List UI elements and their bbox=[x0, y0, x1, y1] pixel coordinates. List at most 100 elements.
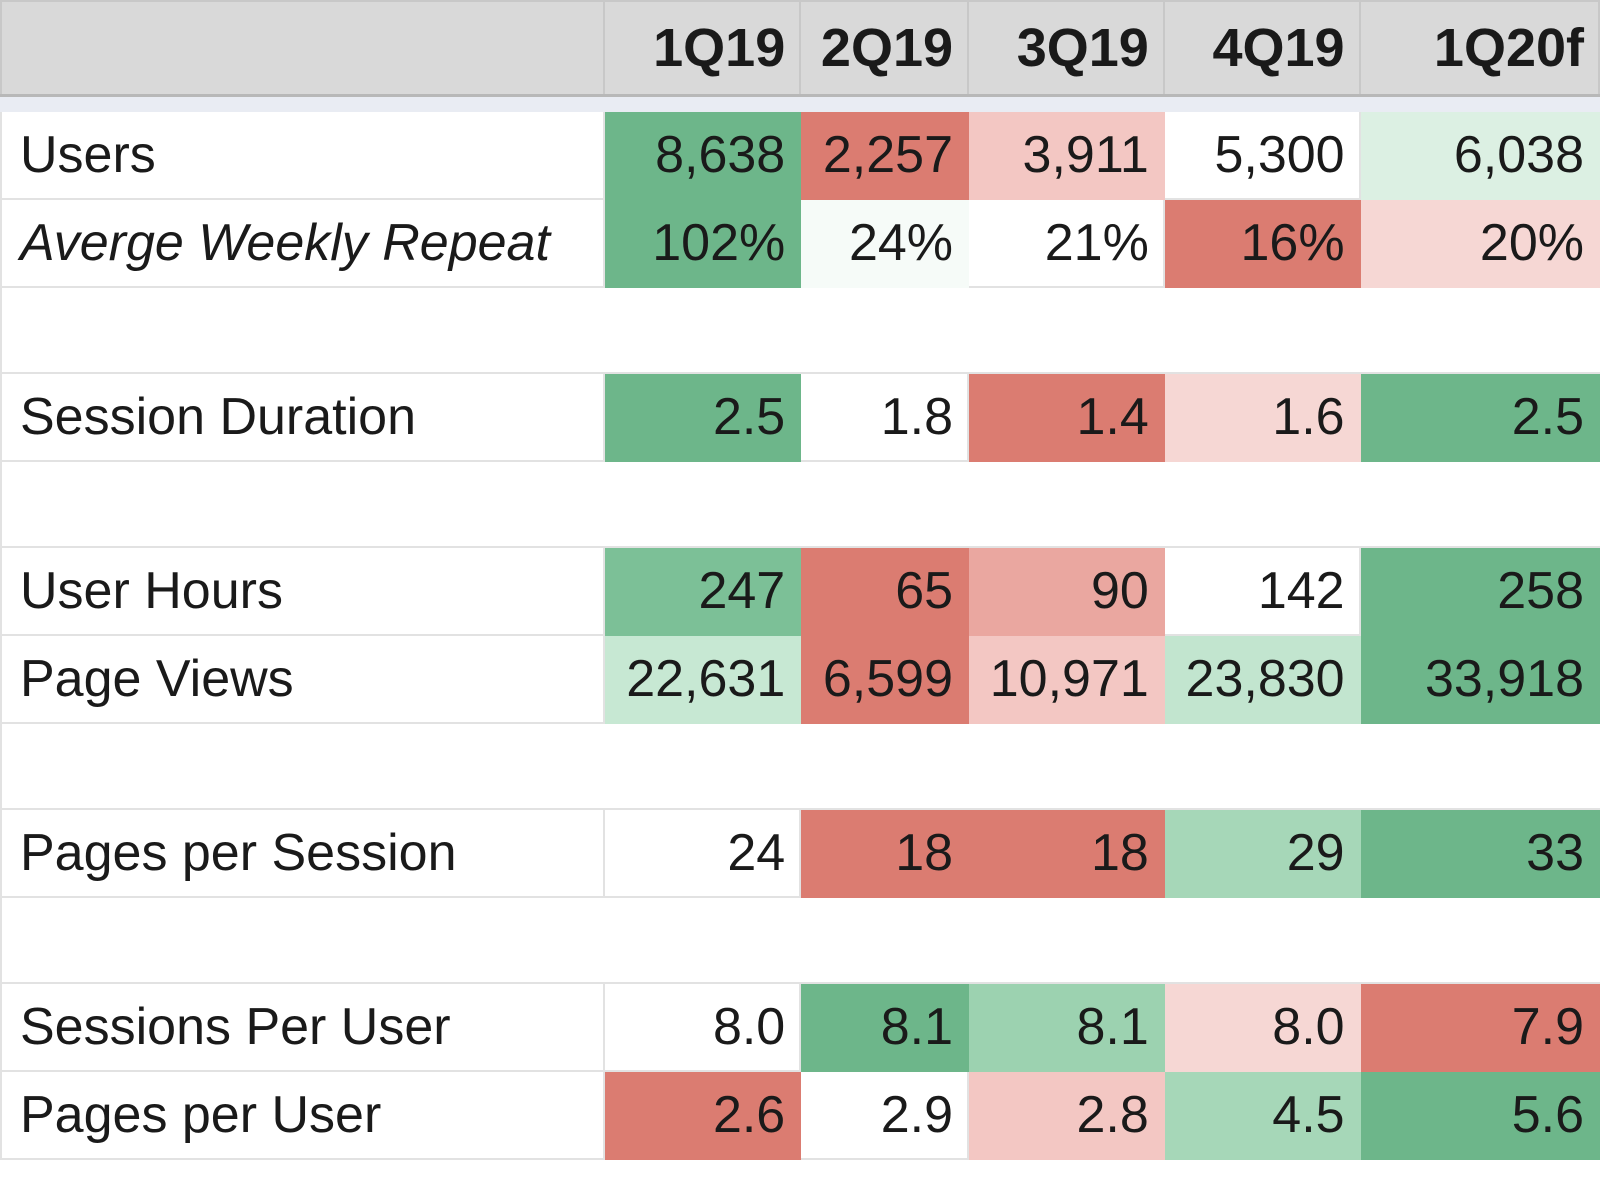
blank-cell[interactable] bbox=[1162, 722, 1361, 810]
value-cell-pages-per-session-1q19[interactable]: 24 bbox=[603, 808, 802, 898]
gap-cell bbox=[799, 94, 970, 112]
row-label-page-views[interactable]: Page Views bbox=[0, 634, 606, 724]
column-header-3q19[interactable]: 3Q19 bbox=[967, 0, 1165, 97]
value-cell-session-duration-3q19[interactable]: 1.4 bbox=[967, 372, 1165, 462]
row-pages-per-user: Pages per User 2.6 2.9 2.8 4.5 5.6 bbox=[0, 1070, 1600, 1160]
blank-cell[interactable] bbox=[967, 896, 1165, 984]
value-cell-pages-per-session-2q19[interactable]: 18 bbox=[799, 808, 970, 898]
value-cell-user-hours-3q19[interactable]: 90 bbox=[967, 546, 1165, 636]
blank-cell[interactable] bbox=[799, 460, 970, 548]
header-row: 1Q19 2Q19 3Q19 4Q19 1Q20f bbox=[0, 0, 1600, 97]
row-label-pages-per-session[interactable]: Pages per Session bbox=[0, 808, 606, 898]
gap-cell bbox=[0, 94, 606, 112]
gap-cell bbox=[603, 94, 802, 112]
value-cell-averge-weekly-repeat-4q19[interactable]: 16% bbox=[1162, 198, 1361, 288]
value-cell-sessions-per-user-4q19[interactable]: 8.0 bbox=[1162, 982, 1361, 1072]
blank-cell[interactable] bbox=[967, 286, 1165, 374]
value-cell-users-1q19[interactable]: 8,638 bbox=[603, 110, 802, 200]
row-label-averge-weekly-repeat[interactable]: Averge Weekly Repeat bbox=[0, 198, 606, 288]
blank-cell[interactable] bbox=[1358, 460, 1600, 548]
blank-cell[interactable] bbox=[1358, 722, 1600, 810]
column-header-1q20f[interactable]: 1Q20f bbox=[1358, 0, 1600, 97]
blank-row bbox=[0, 286, 1600, 374]
value-cell-session-duration-1q20f[interactable]: 2.5 bbox=[1358, 372, 1600, 462]
blank-cell[interactable] bbox=[0, 460, 606, 548]
value-cell-pages-per-user-2q19[interactable]: 2.9 bbox=[799, 1070, 970, 1160]
blank-cell[interactable] bbox=[0, 896, 606, 984]
row-averge-weekly-repeat: Averge Weekly Repeat 102% 24% 21% 16% 20% bbox=[0, 198, 1600, 288]
blank-cell[interactable] bbox=[1358, 286, 1600, 374]
row-sessions-per-user: Sessions Per User 8.0 8.1 8.1 8.0 7.9 bbox=[0, 982, 1600, 1072]
blank-cell[interactable] bbox=[1358, 896, 1600, 984]
value-cell-pages-per-user-4q19[interactable]: 4.5 bbox=[1162, 1070, 1361, 1160]
gap-cell bbox=[967, 94, 1165, 112]
blank-cell[interactable] bbox=[0, 286, 606, 374]
row-pages-per-session: Pages per Session 24 18 18 29 33 bbox=[0, 808, 1600, 898]
value-cell-page-views-3q19[interactable]: 10,971 bbox=[967, 634, 1165, 724]
blank-cell[interactable] bbox=[603, 896, 802, 984]
column-header-4q19[interactable]: 4Q19 bbox=[1162, 0, 1361, 97]
value-cell-pages-per-session-1q20f[interactable]: 33 bbox=[1358, 808, 1600, 898]
value-cell-sessions-per-user-1q19[interactable]: 8.0 bbox=[603, 982, 802, 1072]
blank-cell[interactable] bbox=[967, 722, 1165, 810]
row-label-session-duration[interactable]: Session Duration bbox=[0, 372, 606, 462]
value-cell-averge-weekly-repeat-3q19[interactable]: 21% bbox=[967, 198, 1165, 288]
value-cell-pages-per-session-3q19[interactable]: 18 bbox=[967, 808, 1165, 898]
row-label-user-hours[interactable]: User Hours bbox=[0, 546, 606, 636]
value-cell-session-duration-4q19[interactable]: 1.6 bbox=[1162, 372, 1361, 462]
value-cell-users-2q19[interactable]: 2,257 bbox=[799, 110, 970, 200]
blank-cell[interactable] bbox=[1162, 460, 1361, 548]
value-cell-averge-weekly-repeat-2q19[interactable]: 24% bbox=[799, 198, 970, 288]
value-cell-page-views-1q19[interactable]: 22,631 bbox=[603, 634, 802, 724]
blank-row bbox=[0, 460, 1600, 548]
blank-row bbox=[0, 896, 1600, 984]
value-cell-sessions-per-user-3q19[interactable]: 8.1 bbox=[967, 982, 1165, 1072]
value-cell-pages-per-user-3q19[interactable]: 2.8 bbox=[967, 1070, 1165, 1160]
blank-cell[interactable] bbox=[603, 722, 802, 810]
value-cell-user-hours-1q19[interactable]: 247 bbox=[603, 546, 802, 636]
value-cell-pages-per-user-1q20f[interactable]: 5.6 bbox=[1358, 1070, 1600, 1160]
column-header-1q19[interactable]: 1Q19 bbox=[603, 0, 802, 97]
blank-cell[interactable] bbox=[0, 722, 606, 810]
row-page-views: Page Views 22,631 6,599 10,971 23,830 33,918 bbox=[0, 634, 1600, 724]
row-label-sessions-per-user[interactable]: Sessions Per User bbox=[0, 982, 606, 1072]
blank-cell[interactable] bbox=[799, 896, 970, 984]
value-cell-averge-weekly-repeat-1q20f[interactable]: 20% bbox=[1358, 198, 1600, 288]
blank-cell[interactable] bbox=[967, 460, 1165, 548]
value-cell-sessions-per-user-1q20f[interactable]: 7.9 bbox=[1358, 982, 1600, 1072]
value-cell-page-views-2q19[interactable]: 6,599 bbox=[799, 634, 970, 724]
blank-cell[interactable] bbox=[603, 286, 802, 374]
header-corner-cell[interactable] bbox=[0, 0, 606, 97]
value-cell-page-views-1q20f[interactable]: 33,918 bbox=[1358, 634, 1600, 724]
gap-cell bbox=[1358, 94, 1600, 112]
value-cell-user-hours-1q20f[interactable]: 258 bbox=[1358, 546, 1600, 636]
blank-cell[interactable] bbox=[1162, 896, 1361, 984]
blank-cell[interactable] bbox=[799, 286, 970, 374]
row-users: Users 8,638 2,257 3,911 5,300 6,038 bbox=[0, 110, 1600, 200]
value-cell-averge-weekly-repeat-1q19[interactable]: 102% bbox=[603, 198, 802, 288]
value-cell-page-views-4q19[interactable]: 23,830 bbox=[1162, 634, 1361, 724]
blank-cell[interactable] bbox=[1162, 286, 1361, 374]
row-label-users[interactable]: Users bbox=[0, 110, 606, 200]
blank-cell[interactable] bbox=[603, 460, 802, 548]
value-cell-users-3q19[interactable]: 3,911 bbox=[967, 110, 1165, 200]
value-cell-pages-per-user-1q19[interactable]: 2.6 bbox=[603, 1070, 802, 1160]
column-header-2q19[interactable]: 2Q19 bbox=[799, 0, 970, 97]
value-cell-users-4q19[interactable]: 5,300 bbox=[1162, 110, 1361, 200]
header-gap-row bbox=[0, 94, 1600, 112]
value-cell-session-duration-1q19[interactable]: 2.5 bbox=[603, 372, 802, 462]
value-cell-session-duration-2q19[interactable]: 1.8 bbox=[799, 372, 970, 462]
value-cell-user-hours-4q19[interactable]: 142 bbox=[1162, 546, 1361, 636]
row-session-duration: Session Duration 2.5 1.8 1.4 1.6 2.5 bbox=[0, 372, 1600, 462]
value-cell-pages-per-session-4q19[interactable]: 29 bbox=[1162, 808, 1361, 898]
value-cell-users-1q20f[interactable]: 6,038 bbox=[1358, 110, 1600, 200]
value-cell-sessions-per-user-2q19[interactable]: 8.1 bbox=[799, 982, 970, 1072]
row-user-hours: User Hours 247 65 90 142 258 bbox=[0, 546, 1600, 636]
blank-row bbox=[0, 722, 1600, 810]
gap-cell bbox=[1162, 94, 1361, 112]
row-label-pages-per-user[interactable]: Pages per User bbox=[0, 1070, 606, 1160]
value-cell-user-hours-2q19[interactable]: 65 bbox=[799, 546, 970, 636]
blank-cell[interactable] bbox=[799, 722, 970, 810]
metrics-table: 1Q19 2Q19 3Q19 4Q19 1Q20f Users 8,638 2,257 3,91… bbox=[0, 0, 1600, 1160]
